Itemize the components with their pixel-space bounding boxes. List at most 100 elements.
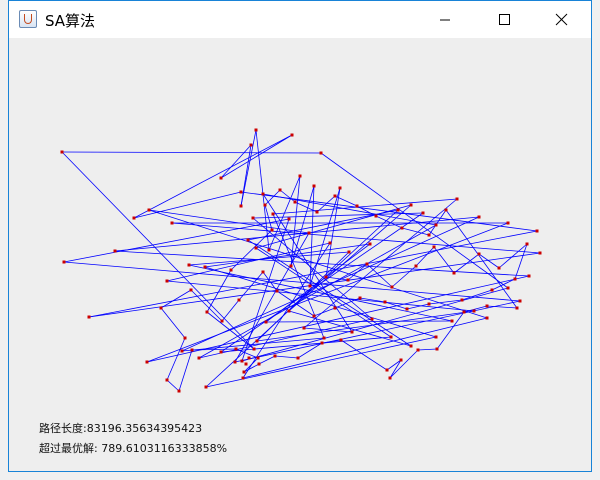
city-point [368, 242, 372, 246]
route-segment [268, 175, 301, 251]
city-point [383, 300, 387, 304]
route-segment [303, 198, 458, 329]
route-segment [417, 348, 438, 351]
route-segment [88, 230, 538, 318]
route-plot [60, 128, 542, 393]
route-segment [453, 253, 480, 274]
route-segment [264, 189, 281, 206]
route-segment [428, 299, 463, 305]
route-segment [188, 264, 453, 322]
city-point [518, 299, 522, 303]
route-segment [272, 198, 458, 215]
route-segment [205, 209, 399, 388]
city-point [290, 133, 294, 137]
route-segment [334, 297, 361, 309]
city-point [278, 188, 282, 192]
route-segment [63, 218, 290, 263]
route-segment [274, 355, 299, 359]
route-segment [160, 307, 186, 339]
city-point [333, 306, 337, 310]
route-segment [356, 205, 377, 217]
route-segment [190, 289, 223, 322]
route-segment [288, 204, 412, 312]
city-point [472, 309, 476, 313]
city-point [497, 266, 501, 270]
route-segment [297, 342, 323, 359]
city-point [190, 348, 194, 352]
route-segment [256, 310, 475, 342]
minimize-button[interactable] [422, 1, 468, 38]
city-point [347, 250, 351, 254]
city-point [237, 298, 241, 302]
route-segment [491, 278, 516, 291]
city-point [197, 356, 201, 360]
city-point [477, 252, 481, 256]
city-point [62, 260, 66, 264]
city-point [322, 336, 326, 340]
city-point [246, 238, 250, 242]
maximize-icon [499, 14, 510, 25]
city-point [261, 192, 265, 196]
route-segment [255, 129, 270, 251]
city-point [390, 285, 394, 289]
city-point [421, 211, 425, 215]
city-point [165, 279, 169, 283]
route-segment [375, 215, 403, 229]
route-segment [61, 151, 322, 154]
route-segment [206, 269, 232, 313]
route-segment [276, 290, 315, 317]
over-optimal-label: 超过最优解: 789.6103116333858% [39, 442, 228, 455]
city-point [298, 174, 302, 178]
route-segment [320, 152, 509, 289]
route-segment [133, 191, 242, 219]
city-point [271, 212, 275, 216]
route-segment [198, 224, 437, 359]
route-segment [255, 204, 412, 249]
close-button[interactable] [538, 1, 584, 38]
route-segment [478, 253, 500, 269]
route-segment [171, 222, 541, 254]
city-point [320, 341, 324, 345]
route-segment [148, 209, 310, 234]
city-point [180, 349, 184, 353]
route-segment [445, 209, 518, 309]
route-segment [146, 275, 530, 363]
route-lines [61, 129, 541, 392]
city-point [219, 176, 223, 180]
city-point [333, 194, 337, 198]
city-point [455, 197, 459, 201]
city-point [307, 231, 311, 235]
route-segment [325, 187, 341, 278]
city-point [350, 330, 354, 334]
city-point [506, 221, 510, 225]
city-point [444, 208, 448, 212]
route-segment [221, 299, 240, 322]
route-segment [63, 261, 521, 302]
route-segment [178, 349, 193, 392]
city-point [241, 376, 245, 380]
minimize-icon [440, 19, 450, 21]
city-point [256, 356, 260, 360]
route-segment [243, 363, 260, 373]
city-point [263, 203, 267, 207]
route-segment [61, 151, 255, 350]
city-point [328, 241, 332, 245]
route-segment [160, 289, 192, 309]
route-segment [188, 251, 350, 266]
route-segment [114, 250, 530, 277]
route-segment [428, 209, 447, 236]
city-point [414, 264, 418, 268]
city-point [312, 184, 316, 188]
maximize-button[interactable] [481, 1, 527, 38]
city-point [358, 296, 362, 300]
route-segment [514, 243, 528, 280]
route-segment [191, 348, 237, 351]
city-point [254, 128, 258, 132]
route-segment [238, 271, 264, 301]
city-point [267, 248, 271, 252]
city-point [312, 314, 316, 318]
title-bar[interactable]: SA算法 [9, 1, 591, 38]
city-point [239, 204, 243, 208]
city-point [460, 298, 464, 302]
city-point [315, 210, 319, 214]
